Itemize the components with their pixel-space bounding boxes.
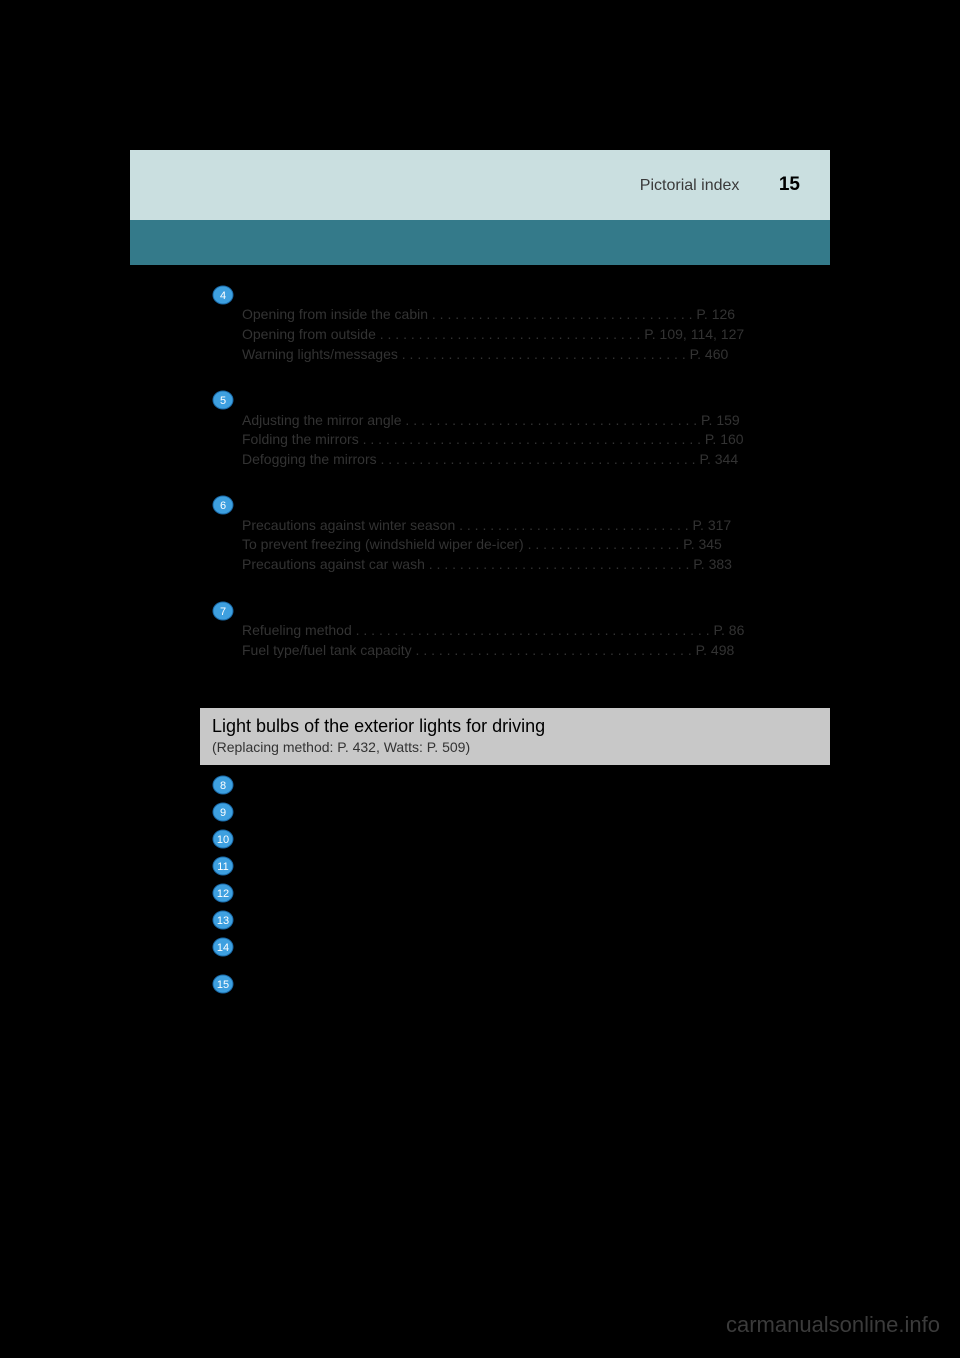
item-number-icon: 8 xyxy=(212,774,234,796)
light-body: Front turn signal lights . . . . . . . .… xyxy=(242,801,830,822)
light-line: Rear turn signal lights . . . . . . . . … xyxy=(242,936,830,957)
svg-text:5: 5 xyxy=(220,395,226,407)
index-line: Windshield wipers . . . . . . . . . . . … xyxy=(242,493,830,515)
light-body: Side marker lights . . . . . . . . . . .… xyxy=(242,909,830,930)
index-line: Precautions against car wash . . . . . .… xyxy=(242,555,830,575)
manual-page: Pictorial index 15 4 Trunk . . . . . . .… xyxy=(130,150,830,1250)
sub-header-band xyxy=(130,220,830,265)
svg-text:4: 4 xyxy=(220,290,226,302)
svg-text:10: 10 xyxy=(217,834,229,846)
item-number-icon: 11 xyxy=(212,855,234,877)
index-item: 5 Outside rear view mirrors . . . . . . … xyxy=(212,388,830,469)
light-line: Side marker lights . . . . . . . . . . .… xyxy=(242,909,830,930)
light-item: 12 Stop/tail lights . . . . . . . . . . … xyxy=(212,881,830,904)
light-line: Headlights/daytime running lights . . . … xyxy=(242,774,830,795)
watermark: carmanualsonline.info xyxy=(726,1312,940,1338)
light-line: Back-up lights xyxy=(242,962,830,983)
main-item-list: 4 Trunk . . . . . . . . . . . . . . . . … xyxy=(130,283,830,684)
svg-text:12: 12 xyxy=(217,888,229,900)
light-item: 14 Rear turn signal lights . . . . . . .… xyxy=(212,935,830,958)
index-body: Windshield wipers . . . . . . . . . . . … xyxy=(242,493,830,574)
light-body: Rear turn signal lights . . . . . . . . … xyxy=(242,936,830,957)
light-line: Shifting the shift lever to R . . . . . … xyxy=(242,983,830,1004)
svg-text:13: 13 xyxy=(217,915,229,927)
item-number-icon: 7 xyxy=(212,600,234,622)
index-line: Warning lights/messages . . . . . . . . … xyxy=(242,345,830,365)
index-line: Trunk . . . . . . . . . . . . . . . . . … xyxy=(242,283,830,305)
item-number-icon: 10 xyxy=(212,828,234,850)
light-item: 9 Front turn signal lights . . . . . . .… xyxy=(212,800,830,823)
index-line: Fuel filler door . . . . . . . . . . . .… xyxy=(242,599,830,621)
svg-text:15: 15 xyxy=(217,979,229,991)
index-line: Opening from outside . . . . . . . . . .… xyxy=(242,325,830,345)
index-line: Defogging the mirrors . . . . . . . . . … xyxy=(242,450,830,470)
header-band: Pictorial index 15 xyxy=(130,150,830,220)
item-number-icon: 14 xyxy=(212,936,234,958)
light-line: Parking lights . . . . . . . . . . . . .… xyxy=(242,828,830,849)
index-item: 4 Trunk . . . . . . . . . . . . . . . . … xyxy=(212,283,830,364)
index-line: Refueling method . . . . . . . . . . . .… xyxy=(242,621,830,641)
index-line: Fuel type/fuel tank capacity . . . . . .… xyxy=(242,641,830,661)
light-line: Fog lights . . . . . . . . . . . . . . .… xyxy=(242,855,830,876)
index-line: Adjusting the mirror angle . . . . . . .… xyxy=(242,411,830,431)
index-line: Opening from inside the cabin . . . . . … xyxy=(242,305,830,325)
light-item: 11 Fog lights . . . . . . . . . . . . . … xyxy=(212,854,830,877)
svg-text:6: 6 xyxy=(220,500,226,512)
svg-text:11: 11 xyxy=(217,861,228,873)
svg-text:9: 9 xyxy=(220,807,226,819)
index-item: 6 Windshield wipers . . . . . . . . . . … xyxy=(212,493,830,574)
item-number-icon: 12 xyxy=(212,882,234,904)
item-number-icon: 5 xyxy=(212,389,234,411)
page-number: 15 xyxy=(779,174,800,195)
svg-text:14: 14 xyxy=(217,942,229,954)
lights-box-subtitle: (Replacing method: P. 432, Watts: P. 509… xyxy=(212,739,818,755)
item-number-icon: 9 xyxy=(212,801,234,823)
light-body: Stop/tail lights . . . . . . . . . . . .… xyxy=(242,882,830,903)
index-line: Folding the mirrors . . . . . . . . . . … xyxy=(242,430,830,450)
light-line: Stop/tail lights . . . . . . . . . . . .… xyxy=(242,882,830,903)
index-body: Outside rear view mirrors . . . . . . . … xyxy=(242,388,830,469)
svg-text:8: 8 xyxy=(220,780,226,792)
light-item: 10 Parking lights . . . . . . . . . . . … xyxy=(212,827,830,850)
light-item-list: 8 Headlights/daytime running lights . . … xyxy=(212,773,830,1004)
light-line: Front turn signal lights . . . . . . . .… xyxy=(242,801,830,822)
item-number-icon: 13 xyxy=(212,909,234,931)
svg-text:7: 7 xyxy=(220,606,226,618)
index-line: To prevent freezing (windshield wiper de… xyxy=(242,535,830,555)
index-line: Outside rear view mirrors . . . . . . . … xyxy=(242,388,830,410)
index-item: 7 Fuel filler door . . . . . . . . . . .… xyxy=(212,599,830,661)
light-body: Back-up lightsShifting the shift lever t… xyxy=(242,962,830,1004)
lights-box-title: Light bulbs of the exterior lights for d… xyxy=(212,716,818,737)
light-item: 13 Side marker lights . . . . . . . . . … xyxy=(212,908,830,931)
index-line: Precautions against winter season . . . … xyxy=(242,516,830,536)
index-body: Trunk . . . . . . . . . . . . . . . . . … xyxy=(242,283,830,364)
item-number-icon: 15 xyxy=(212,973,234,995)
item-number-icon: 4 xyxy=(212,284,234,306)
light-item: 15 Back-up lightsShifting the shift leve… xyxy=(212,962,830,1004)
content-area: 4 Trunk . . . . . . . . . . . . . . . . … xyxy=(130,265,830,1004)
light-body: Headlights/daytime running lights . . . … xyxy=(242,774,830,795)
light-item: 8 Headlights/daytime running lights . . … xyxy=(212,773,830,796)
light-body: Parking lights . . . . . . . . . . . . .… xyxy=(242,828,830,849)
index-body: Fuel filler door . . . . . . . . . . . .… xyxy=(242,599,830,661)
light-body: Fog lights . . . . . . . . . . . . . . .… xyxy=(242,855,830,876)
item-number-icon: 6 xyxy=(212,494,234,516)
section-label: Pictorial index xyxy=(640,177,740,194)
header-text: Pictorial index 15 xyxy=(640,174,800,196)
lights-box-header: Light bulbs of the exterior lights for d… xyxy=(200,708,830,765)
